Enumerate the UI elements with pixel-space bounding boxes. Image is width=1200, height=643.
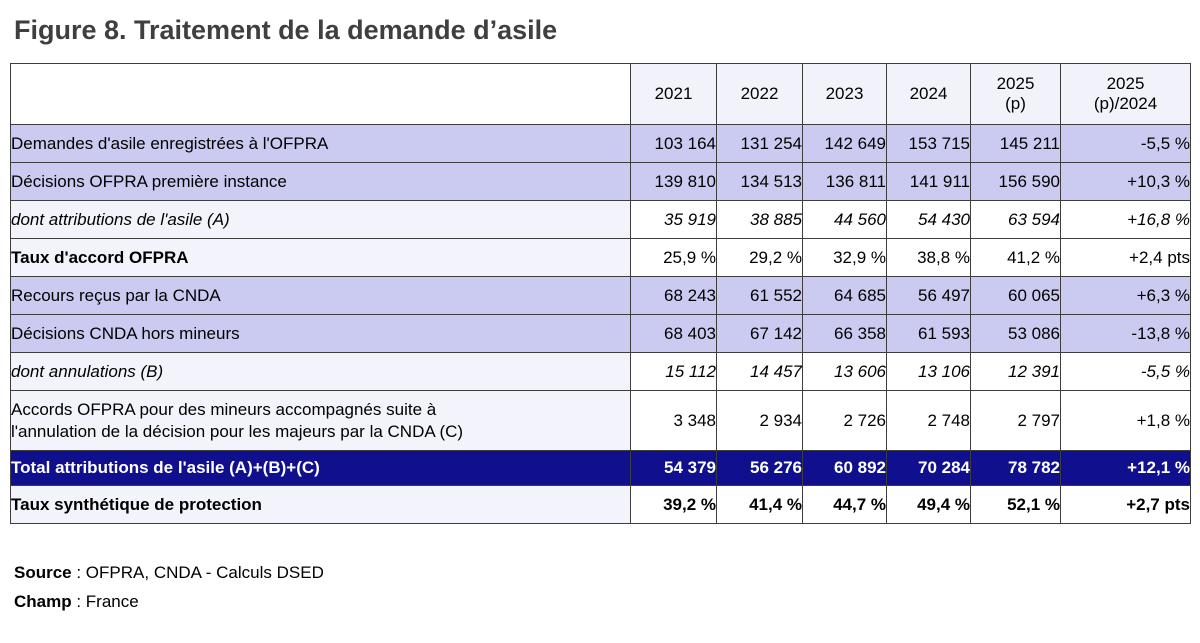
table-cell: 70 284 [886,450,971,486]
table-cell: 29,2 % [716,238,803,277]
blank-corner-cell [10,63,631,125]
table-cell: 32,9 % [802,238,887,277]
table-cell: 131 254 [716,124,803,163]
table-cell: 15 112 [630,352,717,391]
row-label: Taux synthétique de protection [10,485,631,524]
table-cell: 145 211 [970,124,1061,163]
row-label: Décisions CNDA hors mineurs [10,314,631,353]
table-cell: 49,4 % [886,485,971,524]
column-header-2023: 2023 [802,63,887,125]
table-cell: 54 430 [886,200,971,239]
table-cell: 67 142 [716,314,803,353]
table-cell: 60 065 [970,276,1061,315]
table-cell: 41,4 % [716,485,803,524]
table-row-accords-mineurs: Accords OFPRA pour des mineurs accompagn… [10,390,1191,451]
source-label: Source [14,563,72,582]
table-cell: 68 403 [630,314,717,353]
table-row-recours-cnda: Recours reçus par la CNDA 68 243 61 552 … [10,276,1191,315]
table-row-decisions-ofpra: Décisions OFPRA première instance 139 81… [10,162,1191,201]
column-header-2022: 2022 [716,63,803,125]
source-text: : OFPRA, CNDA - Calculs DSED [71,563,324,582]
row-label: dont attributions de l'asile (A) [10,200,631,239]
header-row: 2021 2022 2023 2024 2025 (p) 2025 (p)/20… [10,63,1191,125]
figure-container: Figure 8. Traitement de la demande d’asi… [10,15,1191,613]
table-cell: 103 164 [630,124,717,163]
table-cell: 156 590 [970,162,1061,201]
table-row-annulations: dont annulations (B) 15 112 14 457 13 60… [10,352,1191,391]
table-cell: 44,7 % [802,485,887,524]
table-cell: 2 797 [970,390,1061,451]
table-cell: 141 911 [886,162,971,201]
table-cell: 78 782 [970,450,1061,486]
table-cell: +2,4 pts [1060,238,1191,277]
table-cell: 39,2 % [630,485,717,524]
column-header-2024: 2024 [886,63,971,125]
table-cell: 68 243 [630,276,717,315]
table-cell: 134 513 [716,162,803,201]
table-cell: 3 348 [630,390,717,451]
table-row-taux-accord-ofpra: Taux d'accord OFPRA 25,9 % 29,2 % 32,9 %… [10,238,1191,277]
table-cell: +12,1 % [1060,450,1191,486]
table-cell: -5,5 % [1060,352,1191,391]
table-cell: 60 892 [802,450,887,486]
row-label: Recours reçus par la CNDA [10,276,631,315]
column-header-2025p-2024: 2025 (p)/2024 [1060,63,1191,125]
table-cell: -13,8 % [1060,314,1191,353]
table-cell: 38,8 % [886,238,971,277]
table-cell: +6,3 % [1060,276,1191,315]
table-cell: 35 919 [630,200,717,239]
table-cell: 14 457 [716,352,803,391]
table-cell: 56 497 [886,276,971,315]
column-header-2021: 2021 [630,63,717,125]
asylum-table: 2021 2022 2023 2024 2025 (p) 2025 (p)/20… [10,63,1191,524]
table-cell: 61 593 [886,314,971,353]
row-label: Total attributions de l'asile (A)+(B)+(C… [10,450,631,486]
table-cell: 54 379 [630,450,717,486]
table-cell: 139 810 [630,162,717,201]
row-label: Demandes d'asile enregistrées à l'OFPRA [10,124,631,163]
champ-note: Champ : France [14,591,1190,613]
table-cell: 136 811 [802,162,887,201]
table-row-attributions-asile: dont attributions de l'asile (A) 35 919 … [10,200,1191,239]
table-cell: 2 934 [716,390,803,451]
table-row-total-attributions: Total attributions de l'asile (A)+(B)+(C… [10,450,1191,486]
table-cell: 44 560 [802,200,887,239]
table-cell: +10,3 % [1060,162,1191,201]
table-cell: 52,1 % [970,485,1061,524]
row-label: Taux d'accord OFPRA [10,238,631,277]
table-cell: 38 885 [716,200,803,239]
table-cell: 41,2 % [970,238,1061,277]
table-cell: 64 685 [802,276,887,315]
figure-footnotes: Source : OFPRA, CNDA - Calculs DSED Cham… [14,562,1190,613]
table-cell: 2 748 [886,390,971,451]
table-cell: 61 552 [716,276,803,315]
table-cell: 13 606 [802,352,887,391]
table-cell: 13 106 [886,352,971,391]
champ-label: Champ [14,592,72,612]
row-label: dont annulations (B) [10,352,631,391]
table-cell: 12 391 [970,352,1061,391]
table-row-demandes-ofpra: Demandes d'asile enregistrées à l'OFPRA … [10,124,1191,163]
table-cell: 56 276 [716,450,803,486]
table-cell: 153 715 [886,124,971,163]
row-label: Accords OFPRA pour des mineurs accompagn… [10,390,631,451]
table-row-decisions-cnda: Décisions CNDA hors mineurs 68 403 67 14… [10,314,1191,353]
figure-title: Figure 8. Traitement de la demande d’asi… [14,15,558,45]
table-cell: +16,8 % [1060,200,1191,239]
table-cell: 63 594 [970,200,1061,239]
table-cell: -5,5 % [1060,124,1191,163]
table-cell: 53 086 [970,314,1061,353]
row-label: Décisions OFPRA première instance [10,162,631,201]
column-header-2025p: 2025 (p) [970,63,1061,125]
table-cell: 25,9 % [630,238,717,277]
source-note: Source : OFPRA, CNDA - Calculs DSED [14,562,1190,584]
table-cell: +2,7 pts [1060,485,1191,524]
table-cell: 2 726 [802,390,887,451]
table-cell: 142 649 [802,124,887,163]
champ-text: : France [71,592,139,612]
table-cell: 66 358 [802,314,887,353]
table-cell: +1,8 % [1060,390,1191,451]
table-row-taux-synthetique: Taux synthétique de protection 39,2 % 41… [10,485,1191,524]
